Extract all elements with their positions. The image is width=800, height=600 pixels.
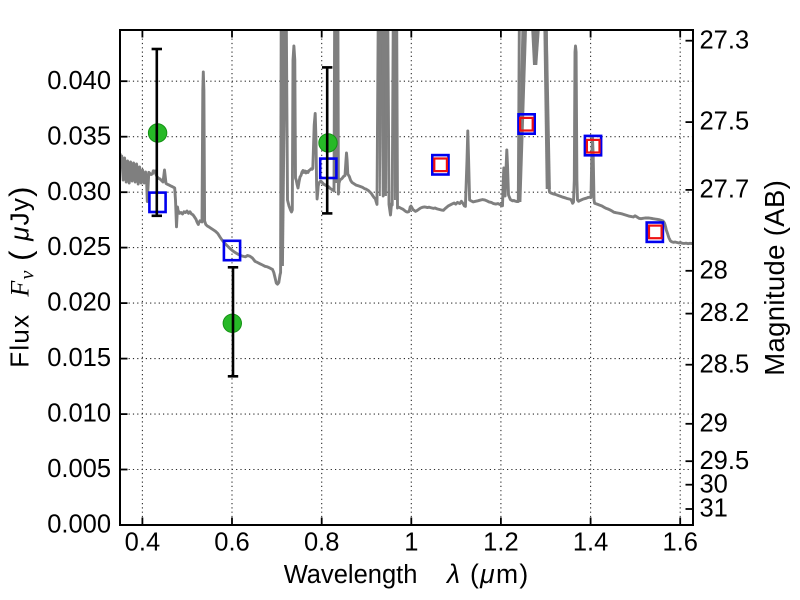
svg-text:0.035: 0.035: [47, 122, 111, 150]
svg-text:31: 31: [700, 495, 728, 523]
svg-text:0.020: 0.020: [47, 289, 111, 317]
svg-text:1: 1: [404, 528, 418, 556]
svg-text:0.4: 0.4: [125, 528, 160, 556]
svg-text:29: 29: [700, 409, 728, 437]
svg-text:30: 30: [700, 470, 728, 498]
svg-text:1.4: 1.4: [573, 528, 608, 556]
svg-text:27.3: 27.3: [700, 26, 750, 54]
svg-text:0.015: 0.015: [47, 344, 111, 372]
svg-text:28.2: 28.2: [700, 299, 750, 327]
svg-text:1.6: 1.6: [662, 528, 697, 556]
svg-text:0.025: 0.025: [47, 233, 111, 261]
svg-text:0.6: 0.6: [214, 528, 249, 556]
svg-text:28.5: 28.5: [700, 350, 750, 378]
svg-text:1.2: 1.2: [483, 528, 518, 556]
svg-text:0.030: 0.030: [47, 178, 111, 206]
svg-text:λ (μm): λ (μm): [445, 559, 529, 589]
svg-text:27.5: 27.5: [700, 108, 750, 136]
svg-text:Magnitude (AB): Magnitude (AB): [759, 180, 790, 376]
svg-text:29.5: 29.5: [700, 447, 750, 475]
svg-text:0.000: 0.000: [47, 511, 111, 539]
svg-text:0.040: 0.040: [47, 67, 111, 95]
svg-text:0.005: 0.005: [47, 455, 111, 483]
svg-text:0.010: 0.010: [47, 400, 111, 428]
svg-text:28: 28: [700, 256, 728, 284]
svg-text:27.7: 27.7: [700, 176, 750, 204]
svg-text:Wavelength: Wavelength: [284, 561, 418, 589]
svg-text:0.8: 0.8: [304, 528, 339, 556]
